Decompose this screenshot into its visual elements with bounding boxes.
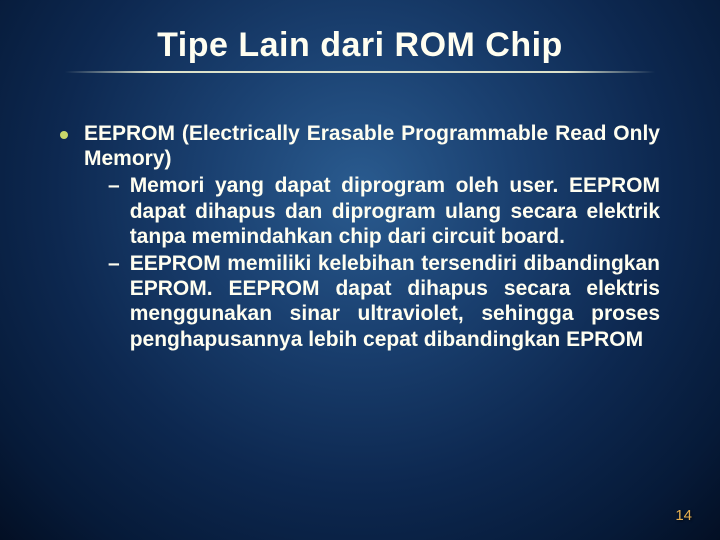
dash-icon: – — [108, 173, 120, 198]
sub-bullet-text: EEPROM memiliki kelebihan tersendiri dib… — [130, 251, 660, 352]
slide-title: Tipe Lain dari ROM Chip — [0, 0, 720, 71]
sub-bullet-item: – Memori yang dapat diprogram oleh user.… — [108, 173, 660, 249]
slide: Tipe Lain dari ROM Chip EEPROM (Electric… — [0, 0, 720, 540]
sub-bullet-item: – EEPROM memiliki kelebihan tersendiri d… — [108, 251, 660, 352]
content-area: EEPROM (Electrically Erasable Programmab… — [0, 73, 720, 354]
bullet-heading: EEPROM (Electrically Erasable Programmab… — [84, 121, 660, 171]
sub-bullet-list: – Memori yang dapat diprogram oleh user.… — [108, 173, 660, 351]
bullet-item: EEPROM (Electrically Erasable Programmab… — [60, 121, 660, 354]
sub-bullet-text: Memori yang dapat diprogram oleh user. E… — [130, 173, 660, 249]
bullet-dot-icon — [60, 131, 68, 139]
dash-icon: – — [108, 251, 120, 276]
page-number: 14 — [675, 507, 692, 524]
